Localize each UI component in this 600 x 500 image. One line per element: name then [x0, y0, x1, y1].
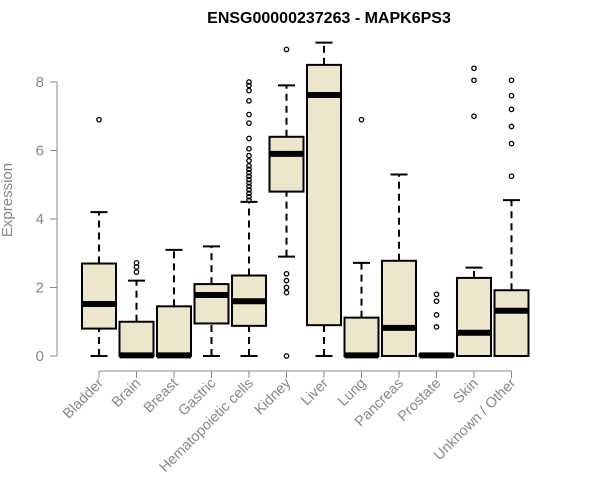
x-tick-label: Lung — [335, 376, 369, 410]
outlier-point — [283, 284, 290, 291]
outlier-point — [508, 77, 515, 84]
x-tick-label: Skin — [451, 376, 482, 407]
box-iqr — [493, 289, 530, 357]
box-group — [343, 116, 380, 359]
y-tick-label: 2 — [36, 280, 44, 297]
box-group — [268, 46, 305, 359]
x-tick-label: Kidney — [252, 375, 295, 418]
outlier-point — [508, 173, 515, 180]
y-tick-label: 6 — [36, 143, 44, 160]
y-axis: 0 2 4 6 8 — [36, 74, 58, 365]
box-iqr — [118, 320, 155, 357]
box-iqr — [193, 283, 230, 325]
box-iqr — [343, 316, 380, 358]
outlier-point — [283, 46, 290, 53]
outlier-point — [283, 270, 290, 277]
box-iqr — [456, 276, 492, 357]
outlier-point — [246, 193, 252, 200]
outlier-point — [508, 140, 515, 147]
outlier-point — [246, 79, 252, 85]
box-group — [81, 116, 117, 357]
outlier-point — [471, 113, 477, 120]
box-group — [381, 173, 417, 357]
y-tick-label: 4 — [36, 211, 44, 228]
outlier-point — [246, 180, 252, 186]
x-tick-label: Brain — [109, 376, 144, 411]
outlier-point — [246, 82, 252, 89]
box-group — [306, 41, 342, 357]
outlier-point — [283, 289, 290, 296]
outlier-point — [471, 77, 477, 84]
outlier-point — [246, 145, 252, 152]
box-iqr — [81, 262, 117, 330]
box-group — [118, 259, 155, 359]
outlier-point — [246, 176, 252, 183]
outlier-point — [96, 116, 102, 123]
outlier-point — [133, 259, 140, 266]
outlier-point — [246, 169, 252, 176]
outlier-point — [508, 123, 515, 130]
outlier-point — [246, 166, 252, 173]
chart-title: ENSG00000237263 - MAPK6PS3 — [207, 10, 451, 27]
outlier-point — [508, 106, 515, 113]
outlier-point — [246, 111, 252, 118]
outlier-point — [433, 324, 440, 330]
outlier-point — [508, 92, 515, 99]
x-tick-label: Liver — [298, 375, 332, 409]
y-tick-label: 0 — [36, 348, 44, 365]
box-group — [156, 248, 192, 359]
y-axis-label: Expression — [0, 163, 16, 237]
box-group — [193, 245, 230, 357]
box-iqr — [306, 63, 342, 327]
outlier-point — [358, 116, 365, 123]
outlier-point — [246, 190, 252, 197]
outlier-point — [246, 135, 252, 142]
outlier-point — [246, 173, 252, 180]
outlier-point — [246, 87, 252, 94]
outlier-point — [246, 197, 252, 204]
outlier-point — [246, 120, 252, 126]
box-group — [456, 65, 492, 357]
box-group — [231, 79, 267, 357]
outlier-point — [283, 353, 290, 359]
outlier-point — [283, 277, 290, 284]
box-iqr — [381, 259, 417, 357]
outlier-point — [246, 97, 252, 104]
box-iqr — [156, 305, 192, 357]
outlier-point — [246, 152, 252, 159]
outlier-point — [246, 183, 252, 190]
box-iqr — [268, 135, 305, 193]
outlier-point — [433, 291, 440, 298]
x-tick-label: Bladder — [60, 375, 107, 422]
outlier-point — [433, 312, 440, 318]
outlier-point — [246, 163, 252, 169]
outlier-point — [471, 65, 477, 72]
outlier-point — [246, 157, 252, 164]
box-series — [81, 41, 530, 359]
box-group — [493, 77, 530, 357]
y-tick-label: 8 — [36, 74, 44, 91]
outlier-point — [133, 269, 140, 275]
outlier-point — [246, 187, 252, 193]
box-group — [418, 291, 455, 359]
x-tick-label: Breast — [141, 376, 182, 417]
outlier-point — [433, 298, 440, 305]
